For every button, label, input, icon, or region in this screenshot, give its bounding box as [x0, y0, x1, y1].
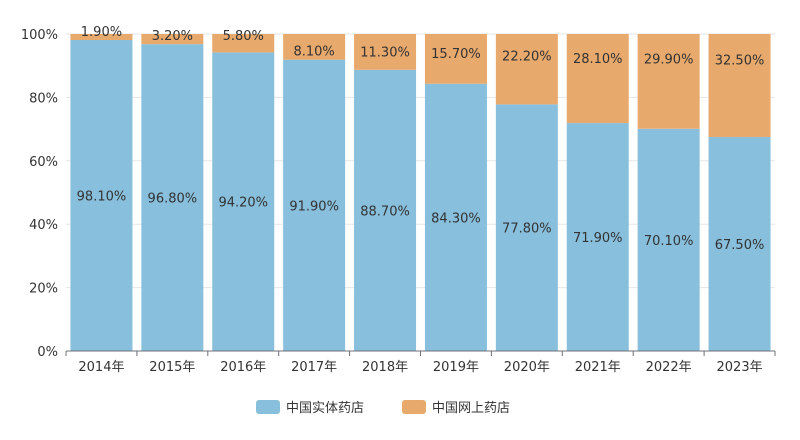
data-label-online: 28.10%	[573, 52, 623, 67]
x-tick-label: 2019年	[433, 360, 479, 375]
y-tick-label: 20%	[29, 282, 58, 297]
x-tick-label: 2023年	[717, 360, 763, 375]
data-label-online: 15.70%	[431, 47, 481, 62]
data-label-physical: 94.20%	[218, 196, 268, 211]
bar-segment-online	[141, 34, 204, 45]
bar-segment-online	[212, 34, 275, 53]
data-label-physical: 71.90%	[573, 231, 623, 246]
y-tick-label: 60%	[29, 155, 58, 170]
bar-segment-physical	[70, 40, 133, 351]
x-tick-label: 2017年	[291, 360, 337, 375]
bar-segment-online	[70, 34, 133, 41]
legend-swatch	[256, 400, 280, 414]
y-tick-label: 100%	[21, 28, 58, 43]
bar-segment-online	[637, 34, 700, 129]
bars: 98.10% 1.90% 96.80% 3.20% 94.20% 5.80% 91.90% 8…	[70, 25, 771, 352]
data-label-online: 29.90%	[644, 53, 694, 68]
bar-segment-physical	[566, 123, 629, 352]
bar-segment-online	[354, 34, 417, 70]
data-label-physical: 84.30%	[431, 211, 481, 226]
bar-segment-online	[566, 34, 629, 124]
bar-segment-physical	[212, 52, 275, 352]
y-axis: 0% 20% 40% 60% 80% 100%	[21, 28, 58, 360]
data-label-physical: 88.70%	[360, 204, 410, 219]
data-label-online: 22.20%	[502, 50, 552, 65]
x-axis: 2014年 2015年 2016年 2017年 2018年 2019年 2020年 2021年…	[65, 350, 776, 375]
data-label-online: 32.50%	[715, 54, 765, 69]
x-tick-label: 2016年	[220, 360, 266, 375]
legend-swatch	[402, 400, 426, 414]
bar-segment-physical	[708, 137, 771, 351]
data-label-online: 5.80%	[223, 29, 264, 44]
bar-segment-physical	[495, 104, 558, 352]
data-label-physical: 67.50%	[715, 238, 765, 253]
legend-label: 中国实体药店	[286, 401, 364, 416]
bar-segment-online	[708, 34, 771, 138]
y-tick-label: 40%	[29, 218, 58, 233]
data-label-online: 3.20%	[152, 29, 193, 44]
data-label-physical: 77.80%	[502, 222, 552, 237]
x-tick-label: 2020年	[504, 360, 550, 375]
y-tick-label: 0%	[37, 345, 58, 360]
y-tick-label: 80%	[29, 91, 58, 106]
bar-segment-online	[495, 34, 558, 105]
data-label-online: 8.10%	[293, 44, 334, 59]
bar-segment-physical	[354, 69, 417, 352]
x-tick-label: 2014年	[78, 360, 124, 375]
x-tick-label: 2021年	[575, 360, 621, 375]
data-label-physical: 91.90%	[289, 199, 339, 214]
data-label-physical: 96.80%	[148, 192, 198, 207]
bar-segment-physical	[141, 44, 204, 351]
x-tick-label: 2015年	[149, 360, 195, 375]
bar-segment-physical	[283, 59, 346, 351]
legend: 中国实体药店 中国网上药店	[256, 400, 510, 416]
bar-segment-online	[283, 34, 346, 60]
bar-segment-physical	[637, 128, 700, 351]
x-tick-label: 2022年	[646, 360, 692, 375]
bar-segment-physical	[424, 83, 487, 352]
legend-label: 中国网上药店	[432, 401, 510, 416]
data-label-online: 11.30%	[360, 45, 410, 60]
data-label-physical: 70.10%	[644, 234, 694, 249]
data-label-physical: 98.10%	[77, 190, 127, 205]
x-tick-label: 2018年	[362, 360, 408, 375]
bar-segment-online	[424, 34, 487, 84]
data-label-online: 1.90%	[81, 25, 122, 40]
